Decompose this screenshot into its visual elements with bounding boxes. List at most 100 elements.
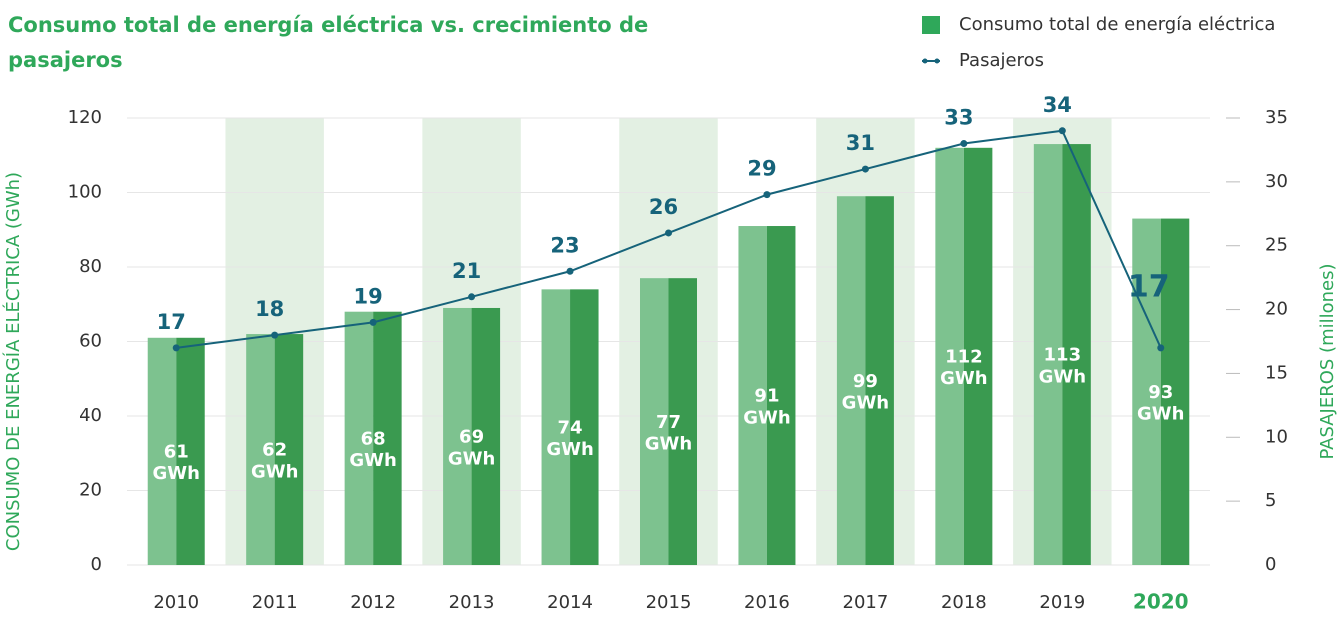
y-tick-label: 20 bbox=[79, 480, 102, 501]
bar bbox=[443, 307, 501, 565]
bar-value-label: 77 GWh bbox=[645, 412, 692, 455]
y2-tick-label: 15 bbox=[1265, 362, 1288, 383]
line-value-label: 17 bbox=[157, 310, 186, 334]
x-tick-label: 2017 bbox=[843, 592, 889, 613]
line-point bbox=[763, 191, 771, 199]
bar bbox=[246, 334, 304, 565]
line-value-label: 31 bbox=[846, 131, 875, 155]
x-tick-label: 2012 bbox=[350, 592, 396, 613]
bar-value-label: 68 GWh bbox=[349, 429, 396, 472]
bar-left bbox=[935, 147, 964, 566]
bar-right bbox=[570, 289, 599, 565]
bar bbox=[541, 289, 599, 565]
y2-tick-label: 30 bbox=[1265, 171, 1288, 192]
line-value-label: 29 bbox=[747, 157, 776, 181]
y2-tick-label: 5 bbox=[1265, 490, 1276, 511]
bar-value-label: 91 GWh bbox=[743, 386, 790, 429]
line-point bbox=[566, 267, 574, 275]
y-axis-label: CONSUMO DE ENERGÍA ELÉCTRICA (GWh) bbox=[2, 172, 24, 551]
bar-right bbox=[865, 196, 894, 565]
x-tick-label: 2015 bbox=[646, 592, 692, 613]
y2-tick-label: 35 bbox=[1265, 107, 1288, 128]
x-tick-label: 2016 bbox=[744, 592, 790, 613]
bar bbox=[935, 147, 993, 566]
y-tick-label: 120 bbox=[68, 107, 102, 128]
bar-left bbox=[147, 337, 177, 565]
bar-left bbox=[443, 307, 472, 565]
line-value-label: 26 bbox=[649, 195, 678, 219]
y2-tick-label: 20 bbox=[1265, 299, 1288, 320]
line-value-label: 18 bbox=[255, 297, 284, 321]
line-point bbox=[369, 318, 377, 326]
legend-dot bbox=[922, 58, 928, 64]
bar-value-label: 69 GWh bbox=[448, 427, 495, 470]
x-tick-label: 2020 bbox=[1133, 590, 1189, 614]
legend-label: Pasajeros bbox=[959, 50, 1044, 71]
line-value-label: 23 bbox=[550, 233, 579, 257]
bar-left bbox=[1033, 144, 1063, 565]
line-point bbox=[1058, 127, 1066, 135]
y-tick-label: 80 bbox=[79, 256, 102, 277]
bar bbox=[147, 337, 205, 565]
bar-right bbox=[963, 147, 993, 566]
bar-left bbox=[344, 311, 374, 565]
y-tick-label: 100 bbox=[68, 182, 102, 203]
bar-left bbox=[541, 289, 571, 565]
y-tick-label: 0 bbox=[91, 554, 102, 575]
line-value-label: 17 bbox=[1128, 269, 1170, 304]
legend-swatch bbox=[922, 16, 940, 34]
y-tick-label: 60 bbox=[79, 331, 102, 352]
bar-value-label: 62 GWh bbox=[251, 440, 298, 483]
x-tick-label: 2018 bbox=[941, 592, 987, 613]
legend-dot bbox=[934, 58, 940, 64]
bar-value-label: 74 GWh bbox=[546, 417, 593, 460]
line-point bbox=[172, 344, 180, 352]
y2-tick-label: 0 bbox=[1265, 554, 1276, 575]
bar-left bbox=[836, 196, 866, 565]
bar-right bbox=[176, 337, 205, 565]
bar-right bbox=[274, 334, 304, 565]
bar-value-label: 99 GWh bbox=[842, 371, 889, 414]
x-tick-label: 2013 bbox=[449, 592, 495, 613]
bar bbox=[836, 196, 894, 565]
bar-left bbox=[640, 278, 669, 565]
y2-axis-label: PASAJEROS (millones) bbox=[1317, 263, 1338, 459]
x-tick-label: 2010 bbox=[153, 592, 199, 613]
bar-right bbox=[1160, 218, 1190, 565]
bar bbox=[1033, 144, 1091, 565]
line-value-label: 21 bbox=[452, 259, 481, 283]
y2-tick-label: 25 bbox=[1265, 235, 1288, 256]
bar bbox=[738, 226, 796, 565]
line-value-label: 19 bbox=[354, 284, 383, 308]
bar-right bbox=[471, 307, 501, 565]
bar-value-label: 61 GWh bbox=[153, 442, 200, 485]
line-value-label: 34 bbox=[1043, 93, 1072, 117]
line-point bbox=[665, 229, 672, 237]
legend-label: Consumo total de energía eléctrica bbox=[959, 14, 1275, 35]
bar bbox=[344, 311, 402, 565]
bar-left bbox=[1132, 218, 1161, 565]
bar-right bbox=[766, 226, 796, 565]
line-point bbox=[468, 293, 476, 301]
x-tick-label: 2011 bbox=[252, 592, 298, 613]
bar bbox=[640, 278, 697, 565]
y2-tick-label: 10 bbox=[1265, 426, 1288, 447]
y-tick-label: 40 bbox=[79, 405, 102, 426]
bar-value-label: 93 GWh bbox=[1137, 382, 1184, 425]
line-point bbox=[271, 331, 279, 339]
bar-left bbox=[738, 226, 767, 565]
bar-right bbox=[668, 278, 697, 565]
line-value-label: 33 bbox=[944, 106, 973, 130]
bar-value-label: 112 GWh bbox=[940, 347, 987, 390]
line-point bbox=[861, 165, 869, 173]
bar-right bbox=[1062, 144, 1091, 565]
bar bbox=[1132, 218, 1190, 565]
bar-value-label: 113 GWh bbox=[1039, 345, 1086, 388]
chart-title: Consumo total de energía eléctrica vs. c… bbox=[8, 13, 649, 72]
bar-right bbox=[373, 311, 402, 565]
bar-left bbox=[246, 334, 275, 565]
x-tick-label: 2014 bbox=[547, 592, 593, 613]
line-point bbox=[1157, 344, 1165, 352]
